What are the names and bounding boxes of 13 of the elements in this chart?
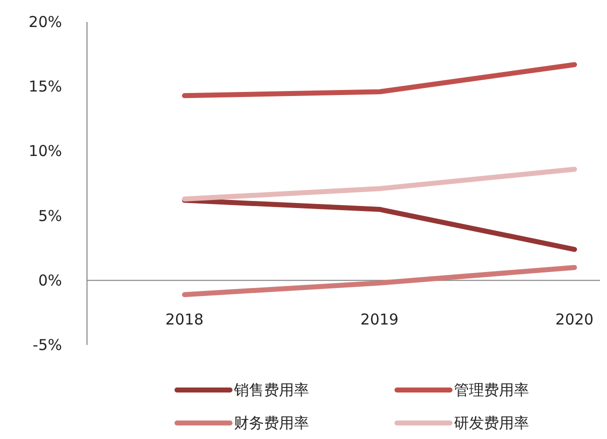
y-tick-label: 20% (28, 13, 62, 31)
x-tick-label: 2018 (165, 310, 204, 328)
y-tick-label: 5% (38, 206, 62, 225)
y-tick-label: -5% (32, 336, 62, 354)
legend-label: 财务费用率 (234, 414, 309, 432)
x-tick-label: 2020 (555, 310, 594, 328)
x-tick-label: 2019 (360, 310, 399, 328)
y-tick-label: 15% (28, 78, 62, 96)
y-tick-label: 0% (38, 271, 62, 290)
legend-label: 管理费用率 (454, 381, 529, 399)
legend-label: 研发费用率 (454, 414, 529, 432)
legend-label: 销售费用率 (233, 381, 309, 399)
y-tick-label: 10% (28, 142, 62, 160)
